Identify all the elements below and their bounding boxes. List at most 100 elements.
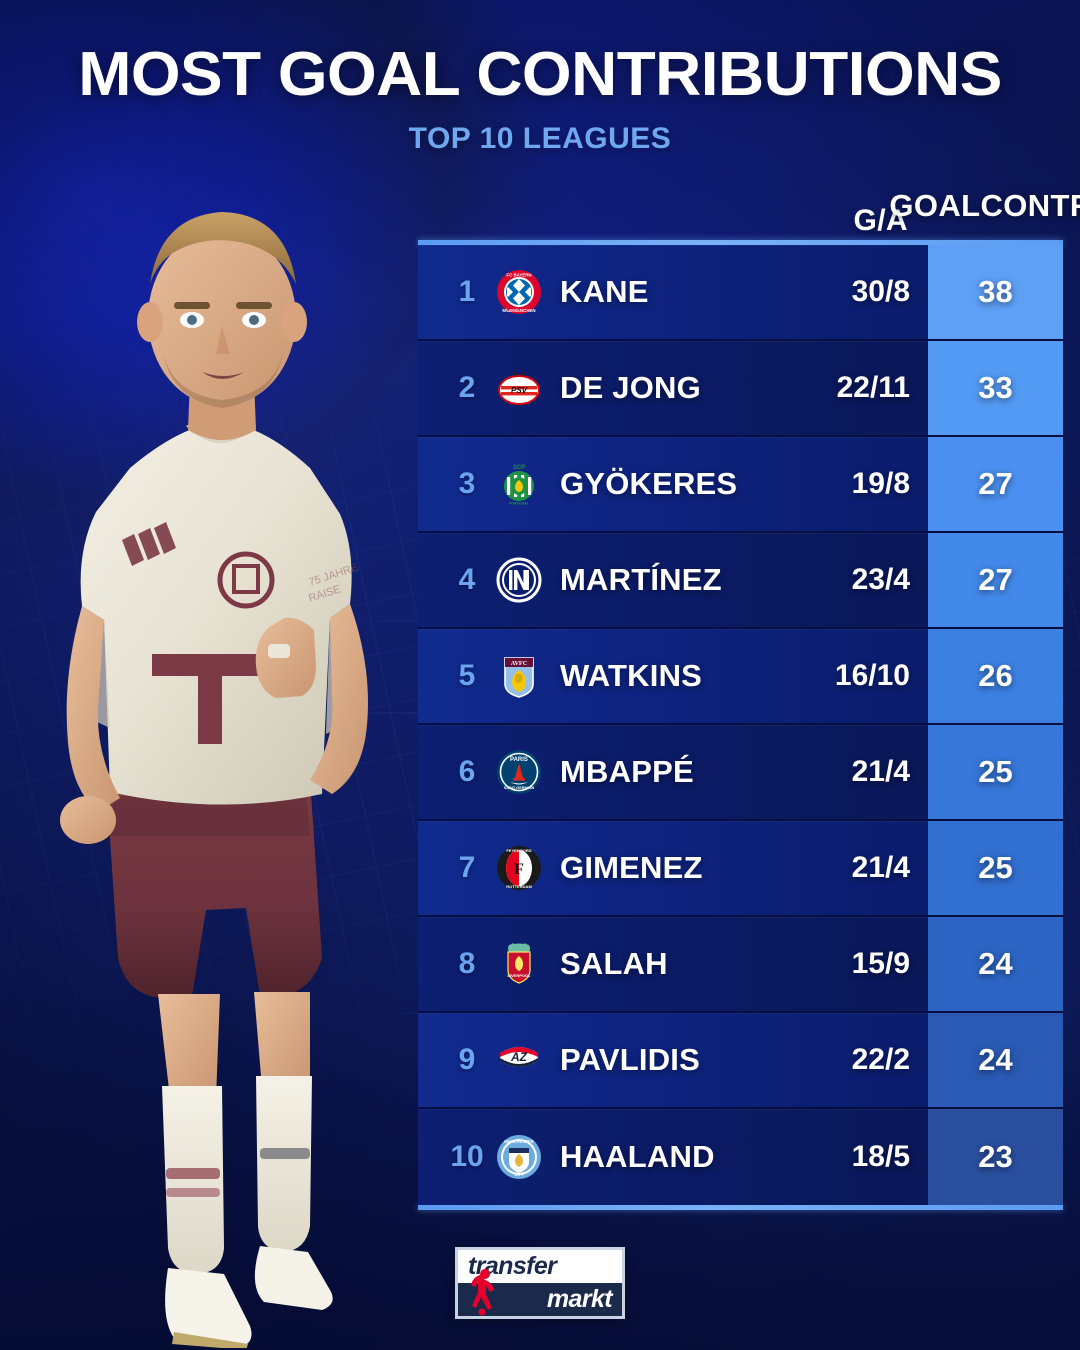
header: MOST GOAL CONTRIBUTIONS TOP 10 LEAGUES (0, 44, 1080, 156)
row-main: 6 PARIS SAINT-GERMAIN MBAPPÉ (418, 725, 928, 819)
row-main: 7 F FEYENOORD ROTTERDAM GIMENEZ 21/4 (418, 821, 928, 915)
row-main: 10 MANCHESTER CITY HAALA (418, 1109, 928, 1205)
row-main: 9 AZ PAVLIDIS 22/2 (418, 1013, 928, 1107)
table-row[interactable]: 8 LIVERPOOL SALAH 15/9 24 (418, 917, 1063, 1013)
svg-text:ROTTERDAM: ROTTERDAM (506, 884, 532, 889)
svg-text:PSV: PSV (511, 386, 528, 395)
transfermarkt-logo[interactable]: transfer markt (455, 1247, 625, 1319)
goals-assists-value: 23/4 (851, 563, 910, 596)
table-column-headers: G/A GOAL CONTR. (418, 174, 1080, 240)
goals-assists-value: 22/2 (851, 1043, 910, 1076)
row-rank: 9 (458, 1043, 476, 1076)
row-main: 3 SCP (418, 437, 928, 531)
transfermarkt-logo-bottom: markt (458, 1283, 622, 1316)
goals-assists-value: 22/11 (836, 371, 910, 404)
column-header-ga: G/A (853, 204, 908, 238)
table-body: 1 FC BAYERN (418, 245, 1063, 1205)
svg-text:FC BAYERN: FC BAYERN (506, 273, 531, 278)
player-name: PAVLIDIS (560, 1042, 700, 1077)
club-crest-aston-villa: AVFC (494, 651, 544, 701)
club-crest-az-alkmaar: AZ (494, 1035, 544, 1085)
column-header-goal-contributions-line1: GOAL (889, 187, 981, 223)
club-crest-liverpool: LIVERPOOL (494, 939, 544, 989)
goals-assists-value: 21/4 (851, 755, 910, 788)
svg-text:PORTUGAL: PORTUGAL (509, 502, 530, 506)
row-main: 8 LIVERPOOL SALAH 15/9 (418, 917, 928, 1011)
row-rank: 10 (450, 1140, 484, 1173)
svg-text:M\u00dcNCHEN: M\u00dcNCHEN (502, 308, 535, 313)
row-rank: 8 (458, 947, 476, 980)
goals-assists-value: 19/8 (851, 467, 910, 500)
table-row[interactable]: 7 F FEYENOORD ROTTERDAM GIMENEZ 21/4 (418, 821, 1063, 917)
club-crest-feyenoord: F FEYENOORD ROTTERDAM (494, 843, 544, 893)
player-name: WATKINS (560, 658, 703, 693)
player-photo-harry-kane: 75 JAHRE RAISE (10, 168, 430, 1348)
svg-text:F: F (514, 861, 524, 878)
player-name: GIMENEZ (560, 850, 703, 885)
row-rank: 2 (458, 371, 476, 404)
table-row[interactable]: 1 FC BAYERN (418, 245, 1063, 341)
svg-text:AVFC: AVFC (511, 660, 527, 667)
goals-assists-value: 16/10 (834, 659, 910, 692)
table-top-rule (418, 240, 1063, 245)
svg-text:FEYENOORD: FEYENOORD (506, 848, 531, 853)
player-name: MBAPPÉ (560, 754, 694, 789)
table-row[interactable]: 3 SCP (418, 437, 1063, 533)
svg-text:SAINT-GERMAIN: SAINT-GERMAIN (504, 786, 535, 790)
svg-text:MANCHESTER: MANCHESTER (504, 1139, 534, 1144)
page-subtitle: TOP 10 LEAGUES (408, 122, 672, 155)
table-row[interactable]: 5 AVFC WATKINS 16/10 26 (418, 629, 1063, 725)
page-title: MOST GOAL CONTRIBUTIONS (78, 40, 1002, 109)
column-header-goal-contributions: GOAL CONTR. (889, 174, 1080, 238)
table-bottom-rule (418, 1205, 1063, 1210)
row-rank: 1 (458, 275, 476, 308)
player-name: SALAH (560, 946, 668, 981)
goal-contributions-value: 25 (928, 725, 1063, 819)
svg-text:AZ: AZ (510, 1050, 528, 1064)
row-main: 2 PSV DE JONG 22/11 (418, 341, 928, 435)
club-crest-paris-saint-germain: PARIS SAINT-GERMAIN (494, 747, 544, 797)
goal-contributions-value: 38 (928, 245, 1063, 339)
row-main: 4 MARTÍNEZ 23/4 (418, 533, 928, 627)
goals-assists-value: 30/8 (851, 275, 910, 308)
row-main: 1 FC BAYERN (418, 245, 928, 339)
goal-contributions-value: 23 (928, 1109, 1063, 1205)
row-rank: 5 (458, 659, 476, 692)
club-crest-inter-milan (494, 555, 544, 605)
table-row[interactable]: 4 MARTÍNEZ 23/4 (418, 533, 1063, 629)
goals-assists-value: 21/4 (851, 851, 910, 884)
svg-text:PARIS: PARIS (510, 757, 528, 763)
goal-contributions-value: 25 (928, 821, 1063, 915)
goals-assists-value: 18/5 (851, 1140, 910, 1173)
player-name: HAALAND (560, 1139, 715, 1174)
player-name: DE JONG (560, 370, 701, 405)
goals-assists-value: 15/9 (851, 947, 910, 980)
goal-contributions-value: 27 (928, 437, 1063, 531)
row-main: 5 AVFC WATKINS 16/10 (418, 629, 928, 723)
table-row[interactable]: 6 PARIS SAINT-GERMAIN MBAPPÉ (418, 725, 1063, 821)
svg-text:LIVERPOOL: LIVERPOOL (507, 973, 531, 978)
club-crest-manchester-city: MANCHESTER CITY (494, 1132, 544, 1182)
leaderboard-table: G/A GOAL CONTR. 1 (418, 174, 1080, 1210)
player-name: KANE (560, 274, 649, 309)
club-crest-sporting-cp: SCP PORTUGAL (494, 459, 544, 509)
column-header-goal-contributions-line2: CONTR. (980, 187, 1080, 223)
player-name: MARTÍNEZ (560, 562, 722, 597)
row-rank: 4 (458, 563, 476, 596)
svg-text:CITY: CITY (514, 1172, 524, 1177)
goal-contributions-value: 26 (928, 629, 1063, 723)
goal-contributions-value: 24 (928, 917, 1063, 1011)
player-name: GYÖKERES (560, 466, 738, 501)
goal-contributions-value: 33 (928, 341, 1063, 435)
row-rank: 7 (458, 851, 476, 884)
goal-contributions-value: 27 (928, 533, 1063, 627)
svg-text:SCP: SCP (513, 465, 525, 471)
table-row[interactable]: 2 PSV DE JONG 22/11 33 (418, 341, 1063, 437)
row-rank: 6 (458, 755, 476, 788)
table-row[interactable]: 9 AZ PAVLIDIS 22/2 24 (418, 1013, 1063, 1109)
row-rank: 3 (458, 467, 476, 500)
goal-contributions-value: 24 (928, 1013, 1063, 1107)
transfermarkt-player-icon (471, 1269, 494, 1316)
table-row[interactable]: 10 MANCHESTER CITY HAALA (418, 1109, 1063, 1205)
